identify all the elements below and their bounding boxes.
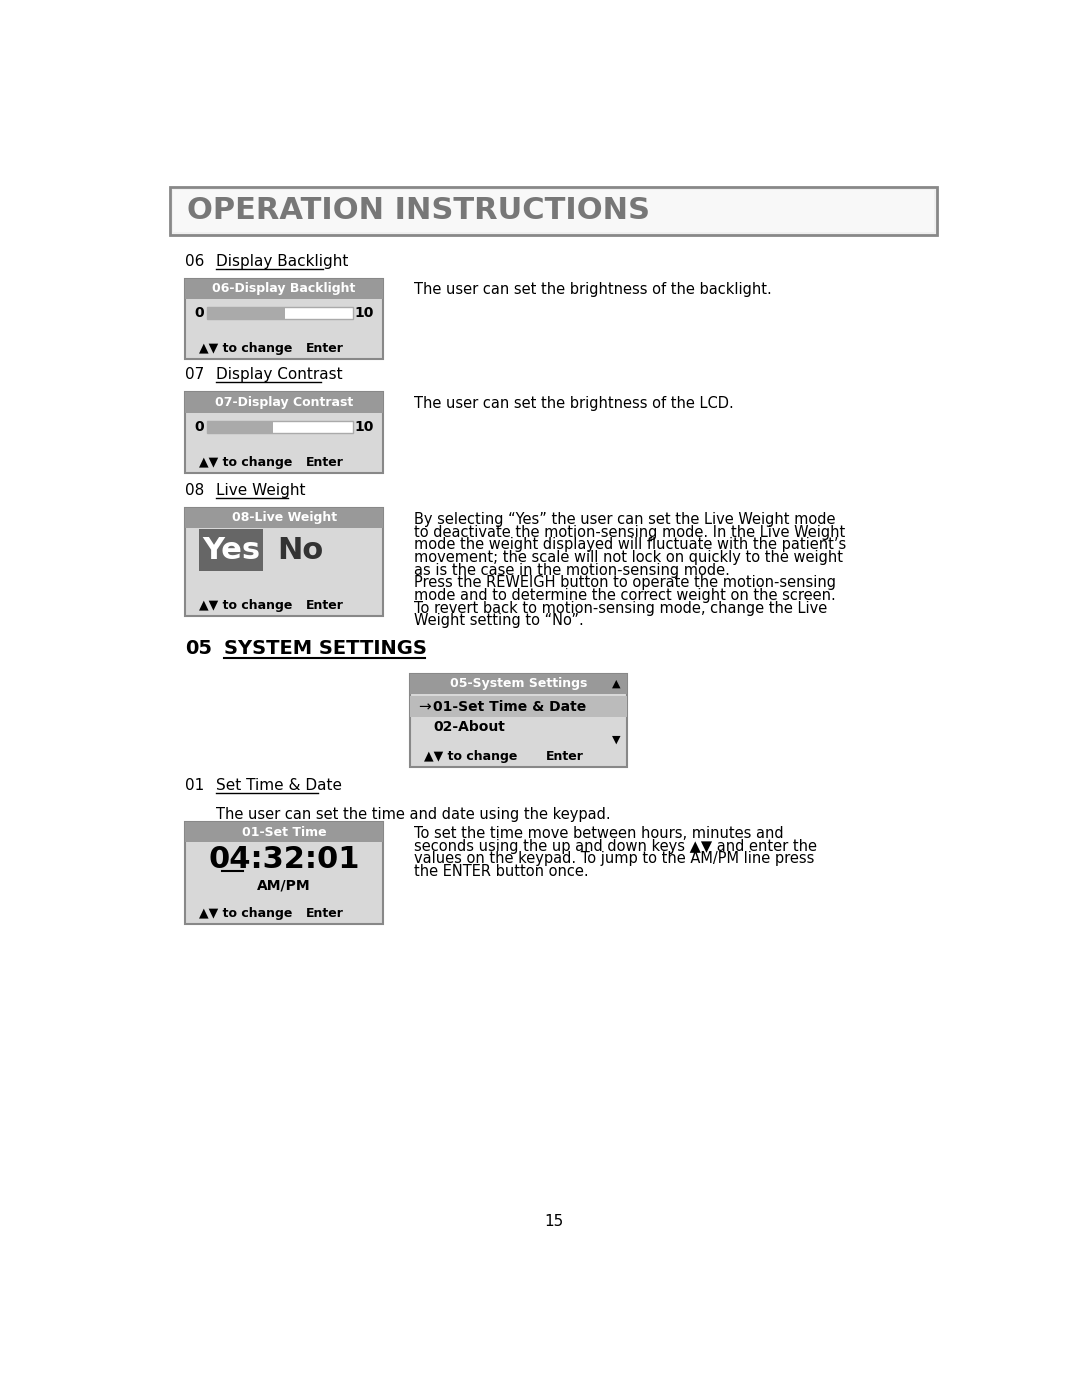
Text: Enter: Enter [306,455,343,469]
Bar [207,420,353,433]
Text: Live Weight: Live Weight [216,483,306,497]
Bar [410,673,627,767]
Text: ▲: ▲ [612,679,621,689]
Text: To revert back to motion-sensing mode, change the Live: To revert back to motion-sensing mode, c… [414,601,827,616]
Text: the ENTER button once.: the ENTER button once. [414,865,589,879]
Text: 08-Live Weight: 08-Live Weight [231,511,337,524]
Text: No: No [276,536,323,564]
Text: To set the time move between hours, minutes and: To set the time move between hours, minu… [414,826,784,841]
Text: 01-Set Time: 01-Set Time [242,826,326,838]
Text: 08: 08 [186,483,204,497]
Text: 01: 01 [186,778,204,793]
Text: Display Backlight: Display Backlight [216,254,349,270]
Text: values on the keypad. To jump to the AM/PM line press: values on the keypad. To jump to the AM/… [414,851,814,866]
Text: 02-About: 02-About [433,719,505,733]
Text: 06-Display Backlight: 06-Display Backlight [213,282,356,295]
Text: Enter: Enter [545,750,583,763]
Bar [207,420,273,433]
Bar [410,673,627,693]
Text: 0: 0 [194,306,204,320]
Text: Press the REWEIGH button to operate the motion-sensing: Press the REWEIGH button to operate the … [414,576,836,591]
Text: Enter: Enter [306,907,343,919]
Text: Display Contrast: Display Contrast [216,367,343,383]
Bar [410,696,627,717]
Text: 04:32:01: 04:32:01 [208,845,360,875]
Text: as is the case in the motion-sensing mode.: as is the case in the motion-sensing mod… [414,563,730,577]
Text: 05: 05 [186,640,213,658]
Bar [186,509,383,528]
Text: 10: 10 [354,306,374,320]
Text: mode the weight displayed will fluctuate with the patient’s: mode the weight displayed will fluctuate… [414,538,847,552]
Text: 01-Set Time & Date: 01-Set Time & Date [433,700,586,714]
Text: Yes: Yes [202,536,260,564]
Text: 05-System Settings: 05-System Settings [450,678,588,690]
Text: 07: 07 [186,367,204,383]
Text: Enter: Enter [306,598,343,612]
Text: 10: 10 [354,420,374,434]
Text: ▼: ▼ [612,735,621,745]
Bar [186,823,383,842]
Text: AM/PM: AM/PM [257,879,311,893]
Bar [207,307,284,320]
Text: The user can set the time and date using the keypad.: The user can set the time and date using… [216,806,611,821]
Text: →: → [418,698,431,714]
Text: OPERATION INSTRUCTIONS: OPERATION INSTRUCTIONS [187,196,650,225]
Text: Weight setting to “No”.: Weight setting to “No”. [414,613,584,629]
Text: ▲▼ to change: ▲▼ to change [200,342,293,355]
Bar [207,307,353,320]
Bar [186,278,383,299]
Bar [186,278,383,359]
Text: Enter: Enter [306,342,343,355]
Text: ▲▼ to change: ▲▼ to change [424,750,517,763]
Bar [186,393,383,412]
Text: 07-Display Contrast: 07-Display Contrast [215,395,353,409]
Text: ▲▼ to change: ▲▼ to change [200,455,293,469]
Text: 06: 06 [186,254,205,270]
Bar [200,529,262,571]
Bar [186,393,383,474]
Bar [173,190,934,232]
Text: 15: 15 [544,1214,563,1229]
Bar [186,823,383,923]
Text: By selecting “Yes” the user can set the Live Weight mode: By selecting “Yes” the user can set the … [414,511,836,527]
Text: Set Time & Date: Set Time & Date [216,778,342,793]
Text: ▲▼ to change: ▲▼ to change [200,598,293,612]
Text: 0: 0 [194,420,204,434]
Text: The user can set the brightness of the backlight.: The user can set the brightness of the b… [414,282,772,298]
Bar [186,509,383,616]
Text: ▲▼ to change: ▲▼ to change [200,907,293,919]
Text: seconds using the up and down keys ▲▼ and enter the: seconds using the up and down keys ▲▼ an… [414,838,816,854]
Text: The user can set the brightness of the LCD.: The user can set the brightness of the L… [414,397,733,411]
Text: movement; the scale will not lock on quickly to the weight: movement; the scale will not lock on qui… [414,550,843,564]
Text: to deactivate the motion-sensing mode. In the Live Weight: to deactivate the motion-sensing mode. I… [414,524,846,539]
Text: mode and to determine the correct weight on the screen.: mode and to determine the correct weight… [414,588,836,604]
Text: SYSTEM SETTINGS: SYSTEM SETTINGS [225,640,427,658]
Bar [170,187,937,235]
